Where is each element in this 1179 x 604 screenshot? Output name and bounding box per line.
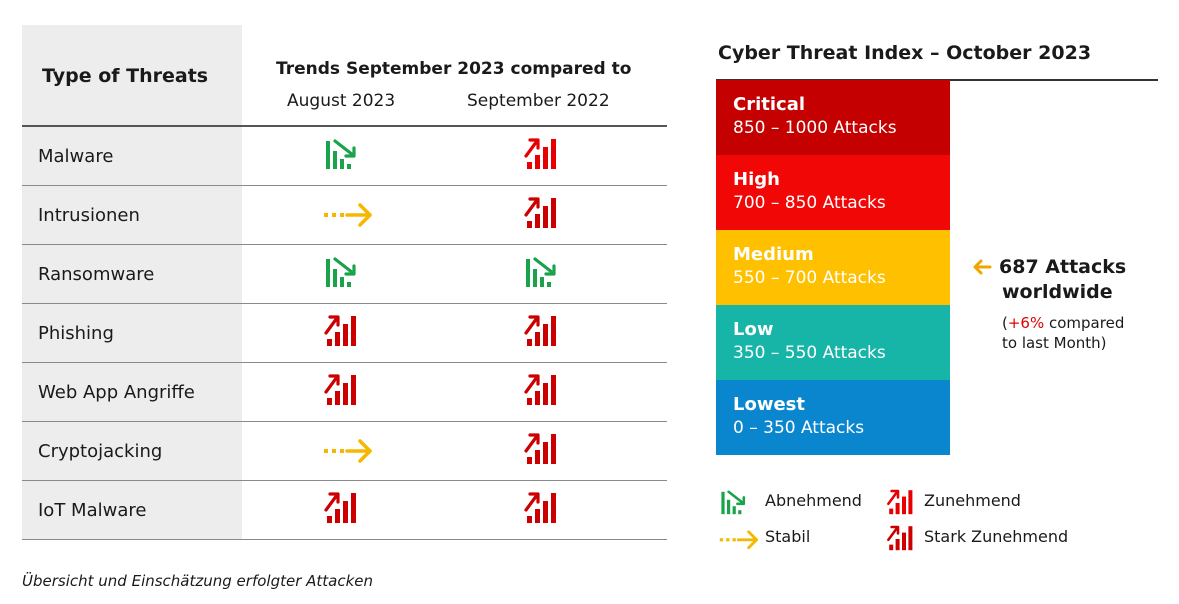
threat-name: IoT Malware [38, 500, 147, 521]
level-name: Lowest [733, 394, 805, 415]
decreasing-trend-icon [322, 135, 374, 179]
legend-stable-label: Stabil [765, 527, 811, 546]
legend-increasing-label: Zunehmend [924, 491, 1021, 510]
level-critical: Critical 850 – 1000 Attacks [716, 80, 950, 155]
threat-trend-table: Type of Threats Trends September 2023 co… [22, 25, 667, 540]
stable-trend-icon [322, 194, 374, 238]
level-name: Critical [733, 94, 806, 115]
legend-strongly-increasing-label: Stark Zunehmend [924, 527, 1069, 546]
threat-name: Phishing [38, 323, 114, 344]
decreasing-trend-icon [522, 253, 574, 297]
figure-caption: Übersicht und Einschätzung erfolgter Att… [22, 572, 374, 590]
strongly-increasing-trend-icon [522, 371, 574, 415]
legend-decreasing-label: Abnehmend [765, 491, 862, 510]
trend-header: Trends September 2023 compared to [276, 59, 632, 79]
type-header-cell: Type of Threats [22, 25, 242, 125]
table-row: IoT Malware [22, 481, 667, 540]
decreasing-trend-icon [322, 253, 374, 297]
increasing-trend-icon [885, 487, 927, 523]
stable-trend-icon [718, 523, 760, 559]
strongly-increasing-trend-icon [322, 312, 374, 356]
strongly-increasing-trend-icon [522, 194, 574, 238]
column-header-august: August 2023 [287, 91, 396, 111]
threat-name-cell: Phishing [22, 304, 242, 362]
table-header: Type of Threats Trends September 2023 co… [22, 25, 667, 127]
decreasing-trend-icon [718, 487, 760, 523]
table-row: Web App Angriffe [22, 363, 667, 422]
threat-name: Cryptojacking [38, 441, 163, 462]
strongly-increasing-trend-icon [522, 312, 574, 356]
threat-name: Ransomware [38, 264, 155, 285]
level-range: 550 – 700 Attacks [733, 268, 886, 288]
threat-name-cell: Web App Angriffe [22, 363, 242, 421]
increasing-trend-icon [522, 135, 574, 179]
change-note-line2: to last Month) [1002, 334, 1107, 352]
level-range: 0 – 350 Attacks [733, 418, 865, 438]
level-name: Medium [733, 244, 814, 265]
level-low: Low 350 – 550 Attacks [716, 305, 950, 380]
table-row: Ransomware [22, 245, 667, 304]
change-note-line1: (+6% compared [1002, 314, 1125, 332]
threat-name-cell: Malware [22, 127, 242, 185]
change-percent: +6% [1007, 314, 1045, 332]
strongly-increasing-trend-icon [322, 371, 374, 415]
threat-name: Intrusionen [38, 205, 140, 226]
threat-name-cell: Cryptojacking [22, 422, 242, 480]
level-name: High [733, 169, 780, 190]
left-arrow-icon [973, 259, 992, 275]
table-body: Malware Intrusionen Ransomware Phishing Web … [22, 127, 667, 540]
table-row: Cryptojacking [22, 422, 667, 481]
table-row: Phishing [22, 304, 667, 363]
column-header-september: September 2022 [467, 91, 610, 111]
threat-name: Malware [38, 146, 114, 167]
level-name: Low [733, 319, 774, 340]
threat-name-cell: IoT Malware [22, 481, 242, 539]
table-row: Malware [22, 127, 667, 186]
level-high: High 700 – 850 Attacks [716, 155, 950, 230]
current-attacks-label: worldwide [1002, 281, 1113, 303]
current-attacks-value: 687 Attacks [999, 256, 1127, 278]
level-range: 350 – 550 Attacks [733, 343, 886, 363]
level-lowest: Lowest 0 – 350 Attacks [716, 380, 950, 455]
type-of-threats-header: Type of Threats [42, 65, 209, 87]
stable-trend-icon [322, 430, 374, 474]
level-medium: Medium 550 – 700 Attacks [716, 230, 950, 305]
threat-name-cell: Ransomware [22, 245, 242, 303]
level-range: 700 – 850 Attacks [733, 193, 886, 213]
strongly-increasing-trend-icon [522, 430, 574, 474]
strongly-increasing-trend-icon [885, 523, 927, 559]
legend: Abnehmend Zunehmend Stabil Stark Zunehme… [718, 487, 1158, 567]
strongly-increasing-trend-icon [322, 489, 374, 533]
level-range: 850 – 1000 Attacks [733, 118, 897, 138]
strongly-increasing-trend-icon [522, 489, 574, 533]
index-title: Cyber Threat Index – October 2023 [718, 42, 1092, 64]
threat-name-cell: Intrusionen [22, 186, 242, 244]
table-row: Intrusionen [22, 186, 667, 245]
threat-name: Web App Angriffe [38, 382, 195, 403]
